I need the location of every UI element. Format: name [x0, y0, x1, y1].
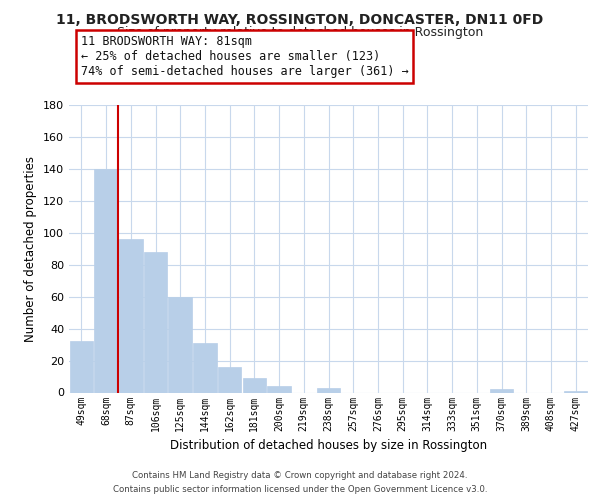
Text: Contains HM Land Registry data © Crown copyright and database right 2024.: Contains HM Land Registry data © Crown c…	[132, 471, 468, 480]
Bar	[242, 378, 266, 392]
Bar	[169, 296, 192, 392]
Y-axis label: Number of detached properties: Number of detached properties	[25, 156, 37, 342]
Text: 11, BRODSWORTH WAY, ROSSINGTON, DONCASTER, DN11 0FD: 11, BRODSWORTH WAY, ROSSINGTON, DONCASTE…	[56, 12, 544, 26]
Bar	[144, 252, 167, 392]
Bar	[119, 239, 143, 392]
Bar	[94, 169, 118, 392]
Bar	[564, 391, 587, 392]
Bar	[490, 390, 513, 392]
Bar	[193, 343, 217, 392]
Bar	[70, 342, 93, 392]
Text: Size of property relative to detached houses in Rossington: Size of property relative to detached ho…	[117, 26, 483, 39]
Text: Contains public sector information licensed under the Open Government Licence v3: Contains public sector information licen…	[113, 485, 487, 494]
Bar	[268, 386, 291, 392]
Text: 11 BRODSWORTH WAY: 81sqm
← 25% of detached houses are smaller (123)
74% of semi-: 11 BRODSWORTH WAY: 81sqm ← 25% of detach…	[81, 35, 409, 78]
Bar	[317, 388, 340, 392]
Bar	[218, 367, 241, 392]
X-axis label: Distribution of detached houses by size in Rossington: Distribution of detached houses by size …	[170, 439, 487, 452]
